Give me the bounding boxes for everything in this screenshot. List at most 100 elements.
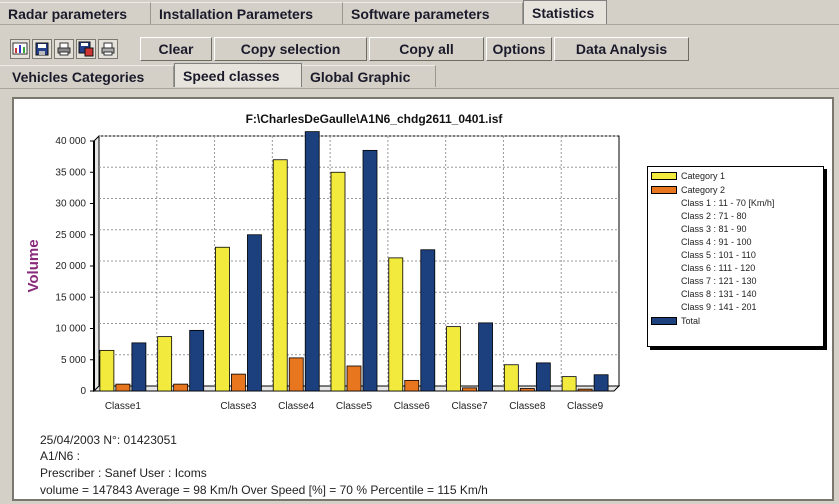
legend-item-class-6: Class 6 : 111 - 120 <box>651 263 755 273</box>
legend-label: Category 2 <box>681 185 726 195</box>
top-tab-bar: Radar parameters Installation Parameters… <box>0 0 839 25</box>
tab-vehicles-categories[interactable]: Vehicles Categories <box>0 65 174 87</box>
legend-item-total: Total <box>651 316 700 326</box>
bar-category-1 <box>330 171 346 392</box>
x-tick-label: Classe3 <box>220 401 257 412</box>
legend-label: Class 5 : 101 - 110 <box>681 250 756 260</box>
bar-category-1 <box>446 326 461 392</box>
x-tick-label: Classe8 <box>509 401 546 412</box>
bar-category-2 <box>173 383 189 392</box>
footer-date-number: 25/04/2003 N°: 01423051 <box>40 433 177 447</box>
sub-tab-bar: Vehicles Categories Speed classes Global… <box>0 63 436 87</box>
bar-category-1 <box>388 257 404 392</box>
bar-total <box>131 342 147 392</box>
print-preview-icon <box>101 42 115 56</box>
chart-panel: 0 5 000 10 000 15 000 20 000 25 000 30 000 35 0… <box>12 97 834 501</box>
y-tick-label: 15 000 <box>55 292 86 303</box>
tab-installation-parameters[interactable]: Installation Parameters <box>151 2 343 24</box>
legend-label: Class 7 : 121 - 130 <box>681 276 757 286</box>
legend-label: Class 1 : 11 - 70 [Km/h] <box>681 198 775 208</box>
chart-icon <box>12 42 28 55</box>
bar-total <box>420 249 436 392</box>
legend-swatch <box>651 172 677 180</box>
clear-button[interactable]: Clear <box>140 37 212 61</box>
y-tick-label: 35 000 <box>55 167 86 178</box>
y-tick-label: 30 000 <box>55 199 86 210</box>
bar-category-1 <box>215 246 230 392</box>
bar-category-2 <box>346 365 362 392</box>
legend-label: Class 6 : 111 - 120 <box>681 263 756 273</box>
options-button[interactable]: Options <box>486 37 552 61</box>
print-button[interactable] <box>54 39 74 59</box>
chart-icon-button[interactable] <box>10 39 30 59</box>
print-icon <box>57 42 71 56</box>
tab-speed-classes[interactable]: Speed classes <box>174 63 302 87</box>
x-tick-label: Classe4 <box>278 401 315 412</box>
legend-label: Class 4 : 91 - 100 <box>681 237 752 247</box>
legend-label: Class 9 : 141 - 201 <box>681 302 757 312</box>
y-tick-label: 25 000 <box>55 230 86 241</box>
legend-item-class-2: Class 2 : 71 - 80 <box>651 211 747 221</box>
legend-label: Class 3 : 81 - 90 <box>681 224 747 234</box>
legend-label: Class 8 : 131 - 140 <box>681 289 757 299</box>
bar-total <box>362 149 378 392</box>
copy-all-button[interactable]: Copy all <box>369 37 484 61</box>
chart-legend: Category 1 Category 2 Class 1 : 11 - 70 … <box>647 166 824 347</box>
tab-radar-parameters[interactable]: Radar parameters <box>0 2 151 24</box>
bar-total <box>535 362 551 392</box>
tab-global-graphic[interactable]: Global Graphic <box>302 65 436 87</box>
legend-item-class-7: Class 7 : 121 - 130 <box>651 276 757 286</box>
print-preview-button[interactable] <box>98 39 118 59</box>
bar-total <box>478 322 493 392</box>
legend-label: Class 2 : 71 - 80 <box>681 211 747 221</box>
copy-selection-button[interactable]: Copy selection <box>214 37 367 61</box>
bar-category-2 <box>404 379 420 392</box>
bar-category-2 <box>288 357 304 392</box>
x-tick-label: Classe6 <box>394 401 431 412</box>
chart-title: F:\CharlesDeGaulle\A1N6_chdg2611_0401.is… <box>246 112 504 126</box>
x-tick-label: Classe7 <box>451 401 488 412</box>
toolbar: Clear Copy selection Copy all Options Da… <box>10 36 691 62</box>
speed-classes-chart: 0 5 000 10 000 15 000 20 000 25 000 30 000 35 0… <box>25 112 621 412</box>
save-as-button[interactable] <box>76 39 96 59</box>
x-tick-label: Classe1 <box>105 401 142 412</box>
legend-item-category-1: Category 1 <box>651 171 725 181</box>
legend-item-class-8: Class 8 : 131 - 140 <box>651 289 757 299</box>
bar-category-1 <box>99 349 115 392</box>
bar-category-1 <box>561 376 577 392</box>
footer-prescriber: Prescriber : Sanef User : Icoms <box>40 466 207 480</box>
bar-category-1 <box>272 159 288 392</box>
y-tick-label: 5 000 <box>61 355 86 366</box>
footer-statistics: volume = 147843 Average = 98 Km/h Over S… <box>40 483 488 497</box>
bar-category-1 <box>157 336 173 392</box>
legend-item-category-2: Category 2 <box>651 185 725 195</box>
bar-total <box>593 374 609 392</box>
y-tick-label: 10 000 <box>55 324 86 335</box>
legend-item-class-9: Class 9 : 141 - 201 <box>651 302 757 312</box>
y-tick-label: 20 000 <box>55 261 86 272</box>
save-as-icon <box>78 41 94 57</box>
tab-software-parameters[interactable]: Software parameters <box>343 2 523 24</box>
bar-total <box>247 234 262 392</box>
y-axis-label: Volume <box>25 239 42 292</box>
save-icon <box>35 42 49 56</box>
legend-swatch <box>651 186 677 194</box>
x-tick-label: Classe9 <box>567 401 604 412</box>
bar-total <box>304 131 320 392</box>
bar-category-2 <box>519 388 535 392</box>
data-analysis-button[interactable]: Data Analysis <box>554 37 689 61</box>
legend-label: Category 1 <box>681 171 726 181</box>
legend-label: Total <box>681 316 701 326</box>
bar-category-2 <box>462 387 477 392</box>
y-tick-label: 0 <box>80 386 86 397</box>
x-tick-label: Classe5 <box>336 401 373 412</box>
legend-item-class-3: Class 3 : 81 - 90 <box>651 224 747 234</box>
bar-category-2 <box>577 388 593 392</box>
y-tick-label: 40 000 <box>55 136 86 147</box>
legend-swatch <box>651 317 677 325</box>
bar-category-2 <box>231 373 246 392</box>
bar-category-2 <box>115 383 131 392</box>
save-button[interactable] <box>32 39 52 59</box>
tab-statistics[interactable]: Statistics <box>523 0 607 24</box>
bar-total <box>189 329 205 392</box>
